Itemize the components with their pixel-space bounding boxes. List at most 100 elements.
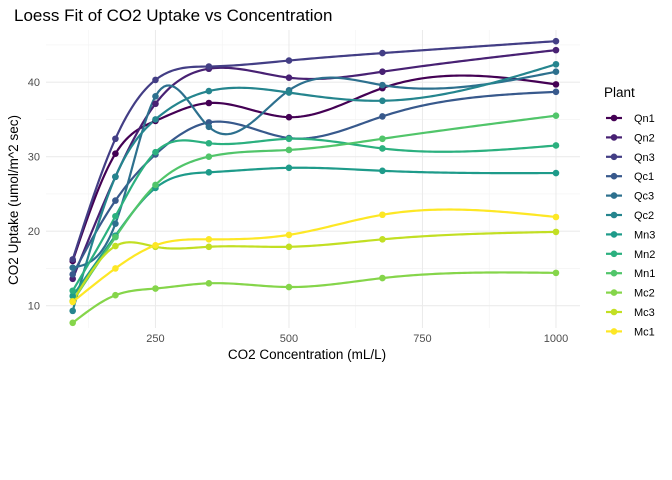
point-mc1: [152, 242, 159, 249]
point-qc3: [552, 68, 560, 76]
point-mn3: [552, 169, 560, 177]
point-qn3: [112, 135, 119, 143]
point-mc2: [285, 283, 293, 291]
point-qc3: [379, 81, 386, 89]
legend-label-mc3: Mc3: [634, 307, 655, 319]
y-axis-title: CO2 Uptake (umol/m^2 sec): [6, 115, 21, 285]
y-tick-label: 20: [28, 226, 40, 238]
point-mc1: [285, 231, 293, 239]
point-mc3: [379, 236, 386, 243]
y-axis-ticks: 10 20 30 40: [28, 77, 40, 312]
point-mc2: [69, 319, 76, 327]
point-qn3: [152, 76, 159, 84]
point-qn2: [552, 46, 560, 54]
point-qc2: [285, 89, 293, 96]
point-mn3: [205, 168, 213, 176]
x-axis-title: CO2 Concentration (mL/L): [228, 347, 386, 362]
legend-label-mn3: Mn3: [634, 229, 655, 241]
legend-label-mn2: Mn2: [634, 249, 655, 261]
point-qn3: [285, 57, 293, 64]
point-qc2: [552, 60, 560, 68]
point-mc3: [205, 243, 213, 251]
point-mn1: [552, 112, 560, 119]
point-mc3: [112, 242, 119, 250]
legend: Plant Qn1 Qn2 Qn3 Qc1 Qc3 Qc2 Mn3 Mn2 Mn1 Mc2 Mc3 M…: [604, 85, 655, 338]
point-qc3: [69, 264, 76, 271]
point-qc2: [152, 116, 159, 123]
point-mn2: [552, 142, 560, 149]
legend-key-point: [610, 231, 618, 238]
point-mn2: [112, 212, 119, 220]
point-mn2: [285, 135, 293, 143]
point-mc1: [379, 211, 386, 219]
legend-label-mn1: Mn1: [634, 268, 655, 280]
point-mc1: [69, 298, 76, 306]
point-mn1: [112, 233, 119, 241]
point-qc3: [112, 220, 119, 227]
point-mn3: [379, 167, 386, 175]
point-qc1: [379, 113, 386, 120]
point-mn2: [152, 148, 159, 156]
point-mn1: [285, 146, 293, 154]
legend-key-point: [610, 289, 618, 296]
x-tick-label: 500: [280, 333, 298, 345]
legend-label-qc3: Qc3: [634, 191, 654, 203]
point-mn1: [379, 135, 386, 143]
legend-label-qn3: Qn3: [634, 152, 655, 164]
point-mc2: [379, 274, 386, 282]
legend-key-point: [610, 308, 618, 316]
chart-title: Loess Fit of CO2 Uptake vs Concentration: [14, 6, 332, 25]
x-tick-label: 250: [146, 333, 164, 345]
x-tick-label: 750: [413, 333, 431, 345]
point-qn2: [152, 100, 159, 108]
point-qn3: [205, 63, 213, 70]
legend-title: Plant: [604, 85, 635, 100]
point-mc2: [205, 280, 213, 287]
point-qc3: [205, 123, 213, 131]
point-qn1: [112, 150, 119, 157]
legend-label-qc2: Qc2: [634, 210, 654, 222]
legend-key-point: [610, 328, 618, 335]
point-qc3: [152, 93, 159, 100]
point-mc2: [112, 291, 119, 299]
point-qc1: [69, 271, 76, 278]
legend-key-point: [610, 250, 618, 258]
point-mc1: [112, 265, 119, 272]
legend-label-mc2: Mc2: [634, 288, 655, 300]
point-mn3: [69, 292, 76, 300]
point-mn1: [205, 153, 213, 160]
x-tick-label: 1000: [544, 333, 568, 345]
data-points: [69, 37, 560, 327]
legend-key-point: [610, 269, 618, 277]
point-mn1: [152, 181, 159, 189]
legend-label-qn1: Qn1: [634, 113, 655, 125]
point-qc2: [205, 87, 213, 95]
point-qc1: [112, 197, 119, 204]
y-tick-label: 30: [28, 152, 40, 164]
y-tick-label: 40: [28, 77, 40, 89]
point-mn2: [205, 139, 213, 147]
legend-label-qn2: Qn2: [634, 132, 655, 144]
point-qn3: [379, 49, 386, 57]
point-qn1: [205, 99, 213, 107]
legend-key-point: [610, 211, 618, 219]
legend-key-point: [610, 192, 618, 199]
point-qc1: [552, 88, 560, 96]
legend-label-qc1: Qc1: [634, 171, 654, 183]
point-mc2: [152, 285, 159, 292]
point-mc2: [552, 269, 560, 277]
point-qc2: [379, 97, 386, 105]
legend-key-point: [610, 114, 618, 122]
point-mn3: [285, 164, 293, 172]
point-qn3: [552, 37, 560, 45]
point-qc2: [69, 307, 76, 315]
x-axis-ticks: 250 500 750 1000: [146, 333, 568, 345]
point-mn2: [69, 287, 76, 295]
legend-key-point: [610, 153, 618, 161]
legend-key-point: [610, 172, 618, 180]
legend-key-point: [610, 134, 618, 141]
point-qn1: [285, 113, 293, 121]
point-mc3: [285, 243, 293, 251]
